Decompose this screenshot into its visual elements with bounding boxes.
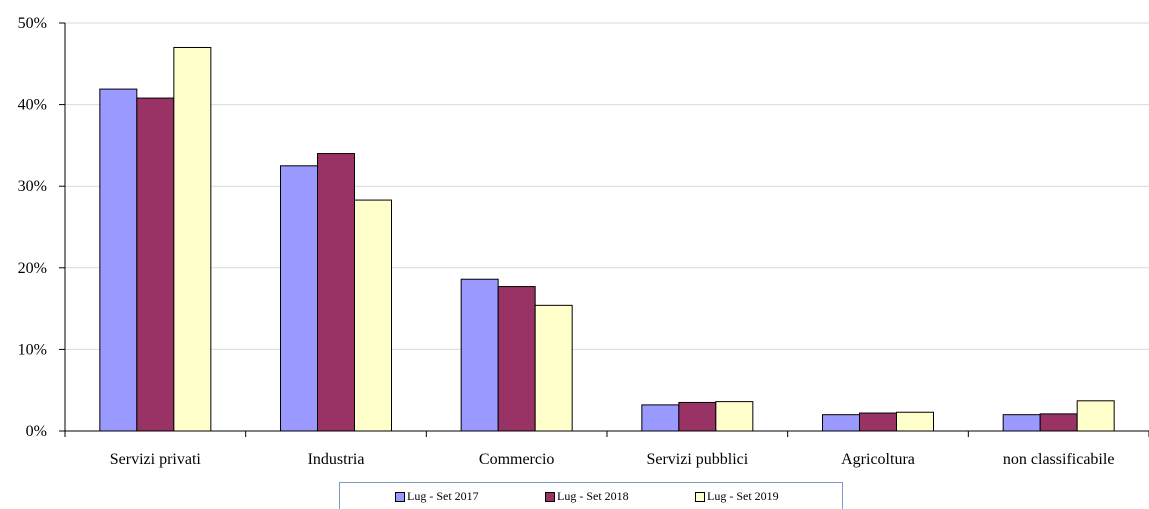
legend-item-2018: Lug - Set 2018 (545, 489, 629, 504)
legend-swatch-2018 (545, 491, 555, 502)
bar (678, 401, 717, 432)
bar (173, 46, 212, 432)
bar (460, 278, 499, 432)
bars (99, 46, 1115, 432)
y-tick-label: 40% (18, 97, 47, 114)
x-tick-label: Industria (308, 451, 365, 468)
bar (99, 88, 138, 432)
x-tick-label: Servizi privati (110, 451, 202, 468)
x-tick-label: non classificabile (1003, 451, 1115, 468)
bar (715, 401, 754, 432)
legend: Lug - Set 2017 Lug - Set 2018 Lug - Set … (339, 482, 843, 509)
bar (280, 165, 318, 432)
y-tick-label: 50% (18, 15, 47, 32)
legend-label-2019: Lug - Set 2019 (707, 489, 779, 503)
bar (896, 411, 934, 432)
x-tick-label: Commercio (479, 451, 555, 468)
legend-label-2017: Lug - Set 2017 (407, 489, 479, 503)
grid-lines (59, 22, 1149, 432)
bar (317, 153, 355, 432)
bar (534, 304, 573, 432)
y-tick-label: 10% (18, 341, 47, 358)
bar (1039, 413, 1078, 432)
x-tick-label: Servizi pubblici (646, 451, 748, 468)
legend-item-2017: Lug - Set 2017 (395, 489, 479, 504)
legend-swatch-2017 (395, 491, 405, 502)
y-tick-label: 30% (18, 178, 47, 195)
axes (64, 23, 1149, 437)
y-tick-label: 20% (18, 260, 47, 277)
bar (497, 286, 536, 432)
bar (859, 412, 897, 432)
bar (1076, 400, 1115, 432)
bar (136, 97, 175, 432)
bar (641, 404, 680, 432)
legend-swatch-2019 (695, 491, 705, 502)
bar (822, 414, 860, 432)
bar (1002, 414, 1041, 432)
y-tick-labels: 0% 10% 20% 30% 40% 50% (18, 15, 47, 440)
legend-item-2019: Lug - Set 2019 (695, 489, 779, 504)
legend-label-2018: Lug - Set 2018 (557, 489, 629, 503)
x-tick-label: Agricoltura (841, 451, 915, 468)
bar (354, 199, 392, 432)
y-tick-label: 0% (26, 423, 47, 440)
x-tick-labels: Servizi privati Industria Commercio Servizi… (110, 451, 1115, 468)
